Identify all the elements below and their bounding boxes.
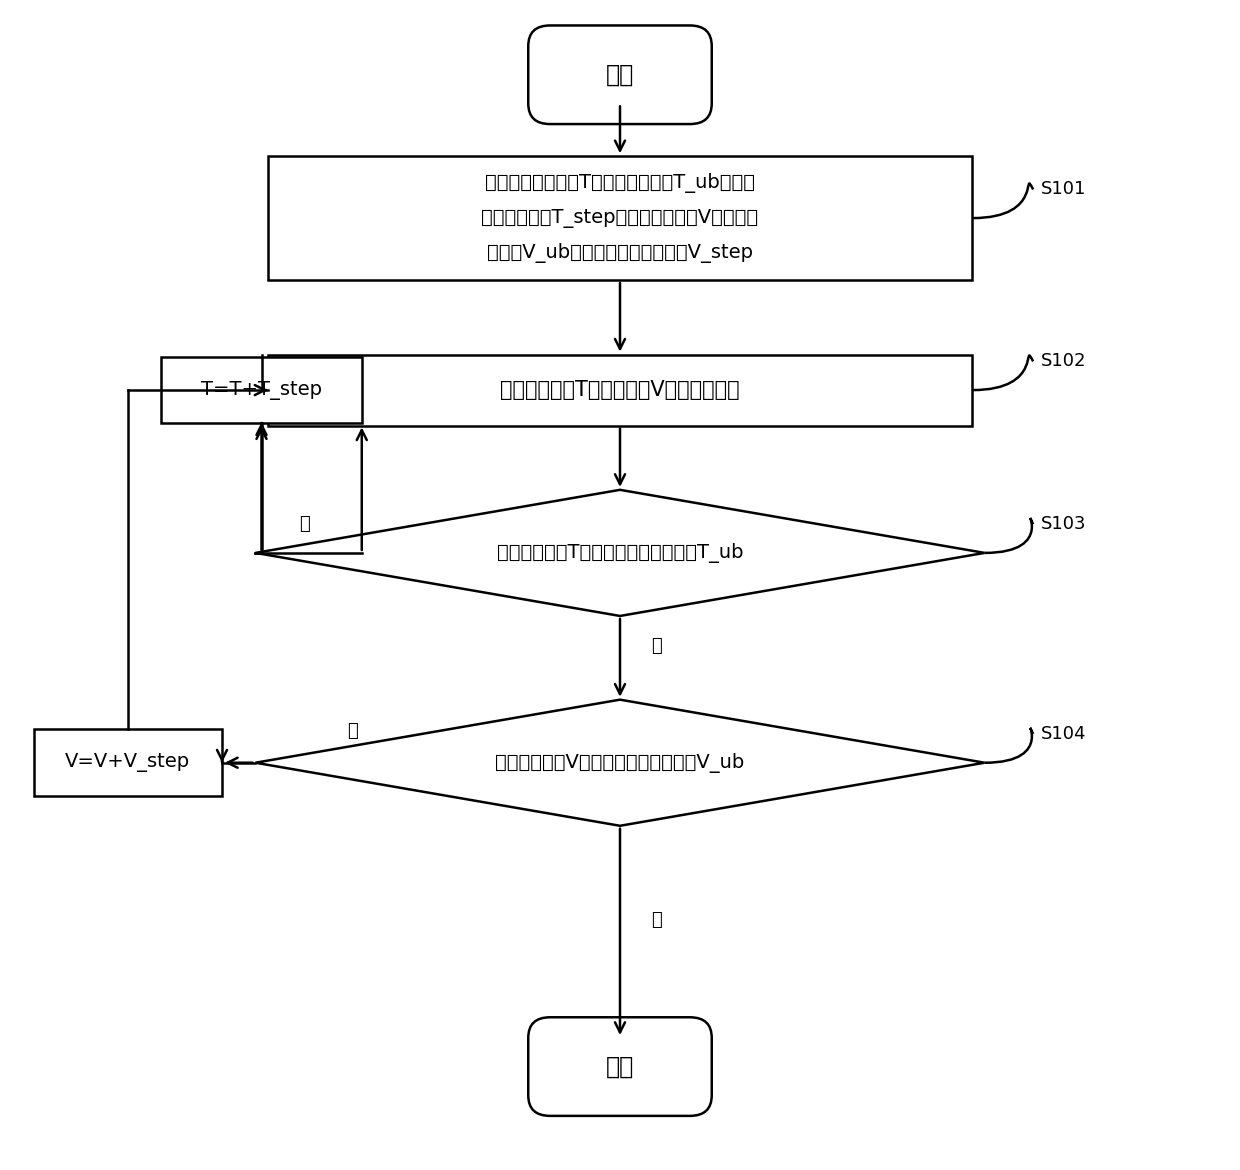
FancyBboxPatch shape <box>528 1017 712 1116</box>
Text: 预设初始信号时长T、信号时长上限T_ub、信号: 预设初始信号时长T、信号时长上限T_ub、信号 <box>485 173 755 193</box>
Text: S103: S103 <box>1040 515 1086 534</box>
Bar <box>268 156 972 280</box>
Text: 否: 否 <box>651 638 662 655</box>
Text: 否: 否 <box>651 911 662 929</box>
Text: 是: 是 <box>299 515 310 534</box>
Text: S102: S102 <box>1040 352 1086 371</box>
Text: S104: S104 <box>1040 725 1086 743</box>
Text: T=T+T_step: T=T+T_step <box>201 380 322 400</box>
Text: 开始: 开始 <box>606 63 634 87</box>
Bar <box>268 355 972 426</box>
Text: S101: S101 <box>1040 180 1086 199</box>
Bar <box>33 729 222 796</box>
Text: 判断信号时长T是否小于信号时长上限T_ub: 判断信号时长T是否小于信号时长上限T_ub <box>497 543 743 563</box>
Bar <box>161 357 362 424</box>
Polygon shape <box>255 700 985 826</box>
FancyBboxPatch shape <box>528 26 712 124</box>
Text: 时长调整步长T_step、初始信号幅度V、信号幅: 时长调整步长T_step、初始信号幅度V、信号幅 <box>481 208 759 228</box>
Text: 根据信号时长T和信号幅度V生成刹车信号: 根据信号时长T和信号幅度V生成刹车信号 <box>500 380 740 400</box>
Text: 是: 是 <box>347 722 358 739</box>
Text: 结束: 结束 <box>606 1054 634 1079</box>
Text: 度上限V_ub以及信号幅度调整步长V_step: 度上限V_ub以及信号幅度调整步长V_step <box>487 243 753 263</box>
Polygon shape <box>255 490 985 615</box>
Text: V=V+V_step: V=V+V_step <box>66 753 191 772</box>
Text: 判断信号幅度V是否小于信号幅度上限V_ub: 判断信号幅度V是否小于信号幅度上限V_ub <box>495 752 745 772</box>
